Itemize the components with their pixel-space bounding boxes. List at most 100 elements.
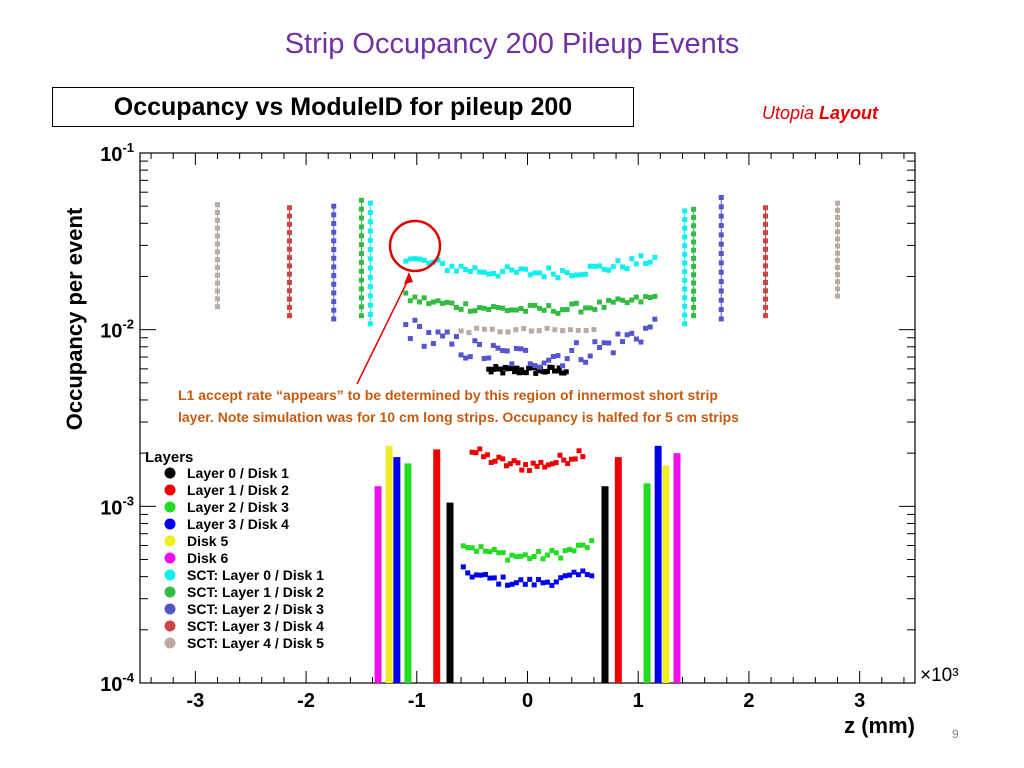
data-point-sct-layer-2-disk-3 [718, 260, 724, 266]
data-point-sct-layer-0-disk-1 [652, 254, 658, 260]
data-point-layer-2-disk-3 [496, 550, 502, 556]
data-point-sct-layer-1-disk-2 [691, 206, 697, 212]
data-point-sct-layer-2-disk-3 [601, 340, 607, 346]
legend-marker [164, 637, 176, 649]
data-point-sct-layer-0-disk-1 [682, 217, 688, 223]
legend-label: SCT: Layer 0 / Disk 1 [187, 567, 324, 583]
data-point-sct-layer-2-disk-3 [495, 345, 501, 351]
data-point-sct-layer-4-disk-5 [567, 327, 573, 333]
y-tick-label: 10-4 [100, 670, 135, 696]
data-point-layer-3-disk-4 [575, 572, 581, 578]
data-point-sct-layer-1-disk-2 [358, 224, 364, 230]
data-point-sct-layer-2-disk-3 [331, 290, 337, 296]
legend-marker [164, 620, 176, 632]
data-point-sct-layer-4-disk-5 [835, 257, 840, 263]
data-point-sct-layer-2-disk-3 [331, 316, 337, 322]
data-point-layer-0-disk-1 [554, 368, 560, 374]
data-point-layer-2-disk-3 [553, 550, 559, 556]
data-point-sct-layer-1-disk-2 [629, 297, 635, 303]
data-point-sct-layer-1-disk-2 [358, 215, 364, 221]
data-point-layer-3-disk-4 [567, 572, 573, 578]
data-point-sct-layer-4-disk-5 [497, 329, 503, 335]
legend-label: SCT: Layer 2 / Disk 3 [187, 601, 324, 617]
data-point-layer-1-disk-2 [492, 458, 498, 464]
data-point-sct-layer-3-disk-4 [763, 288, 769, 294]
data-point-sct-layer-2-disk-3 [532, 363, 538, 369]
x-tick-label: -3 [186, 690, 204, 712]
data-point-sct-layer-2-disk-3 [449, 341, 455, 347]
data-point-sct-layer-1-disk-2 [412, 294, 418, 300]
data-point-sct-layer-2-disk-3 [331, 247, 337, 253]
data-point-sct-layer-0-disk-1 [367, 247, 373, 253]
data-point-layer-3-disk-4 [496, 581, 502, 587]
data-point-layer-2-disk-3 [567, 546, 573, 552]
data-point-layer-2-disk-3 [460, 543, 466, 549]
data-point-layer-1-disk-2 [561, 457, 567, 463]
data-point-sct-layer-3-disk-4 [763, 255, 769, 261]
data-point-sct-layer-1-disk-2 [486, 306, 492, 312]
data-point-sct-layer-0-disk-1 [682, 303, 688, 309]
data-point-sct-layer-0-disk-1 [682, 260, 688, 266]
y-tick-label: 10-3 [100, 493, 134, 519]
data-point-sct-layer-2-disk-3 [481, 356, 487, 362]
data-column-layer-2-disk-3 [404, 463, 412, 683]
data-point-layer-2-disk-3 [513, 554, 519, 560]
data-point-layer-2-disk-3 [536, 548, 542, 554]
data-point-sct-layer-1-disk-2 [624, 300, 630, 306]
data-point-sct-layer-2-disk-3 [718, 288, 724, 294]
data-point-layer-2-disk-3 [487, 549, 493, 555]
data-point-layer-2-disk-3 [558, 555, 564, 561]
data-point-sct-layer-4-disk-5 [536, 328, 542, 334]
data-point-sct-layer-0-disk-1 [367, 293, 373, 299]
data-point-layer-1-disk-2 [580, 454, 586, 460]
data-point-sct-layer-1-disk-2 [481, 305, 487, 311]
plot-title-box: Occupancy vs ModuleID for pileup 200 [52, 87, 634, 127]
data-point-sct-layer-2-disk-3 [638, 339, 644, 345]
data-point-layer-0-disk-1 [500, 370, 506, 376]
annotation-arrow [356, 277, 410, 385]
data-point-sct-layer-4-disk-5 [215, 233, 220, 239]
data-point-sct-layer-0-disk-1 [624, 266, 630, 272]
data-point-sct-layer-1-disk-2 [477, 305, 483, 311]
data-point-layer-0-disk-1 [516, 370, 522, 376]
data-point-layer-1-disk-2 [545, 462, 551, 468]
data-point-sct-layer-4-disk-5 [215, 264, 220, 270]
legend-label: SCT: Layer 4 / Disk 5 [187, 635, 324, 651]
legend-marker [164, 501, 176, 513]
data-point-sct-layer-1-disk-2 [458, 306, 464, 312]
data-point-sct-layer-0-disk-1 [523, 266, 529, 272]
data-point-layer-3-disk-4 [580, 568, 586, 574]
data-point-sct-layer-2-disk-3 [527, 361, 533, 367]
data-point-sct-layer-2-disk-3 [477, 341, 483, 347]
data-point-layer-0-disk-1 [486, 366, 492, 372]
data-point-sct-layer-2-disk-3 [652, 316, 658, 322]
legend-label: Layer 1 / Disk 2 [187, 482, 289, 498]
data-point-sct-layer-2-disk-3 [504, 348, 510, 354]
slide-number: 9 [952, 727, 959, 741]
data-point-sct-layer-3-disk-4 [763, 296, 769, 302]
data-point-sct-layer-1-disk-2 [509, 307, 515, 313]
data-point-sct-layer-0-disk-1 [367, 265, 373, 271]
data-point-sct-layer-0-disk-1 [367, 200, 373, 206]
data-point-sct-layer-0-disk-1 [633, 261, 639, 267]
data-column-disk-5 [385, 445, 393, 683]
x-tick-label: 1 [633, 690, 644, 712]
data-point-sct-layer-3-disk-4 [763, 238, 769, 244]
data-point-sct-layer-1-disk-2 [358, 259, 364, 265]
data-point-sct-layer-4-disk-5 [215, 296, 220, 302]
data-point-sct-layer-2-disk-3 [718, 269, 724, 275]
data-point-sct-layer-0-disk-1 [463, 267, 469, 273]
data-point-sct-layer-0-disk-1 [504, 264, 510, 270]
data-point-sct-layer-2-disk-3 [472, 338, 478, 344]
data-point-sct-layer-3-disk-4 [286, 238, 292, 244]
data-point-layer-1-disk-2 [568, 456, 574, 462]
data-point-layer-3-disk-4 [558, 575, 564, 581]
annotation-line-1: L1 accept rate “appears” to be determine… [178, 387, 718, 403]
data-point-layer-1-disk-2 [515, 460, 521, 466]
data-point-sct-layer-2-disk-3 [606, 340, 612, 346]
data-point-sct-layer-0-disk-1 [560, 268, 566, 274]
data-point-layer-2-disk-3 [478, 544, 484, 550]
data-point-sct-layer-2-disk-3 [407, 336, 413, 342]
data-point-sct-layer-1-disk-2 [620, 297, 626, 303]
